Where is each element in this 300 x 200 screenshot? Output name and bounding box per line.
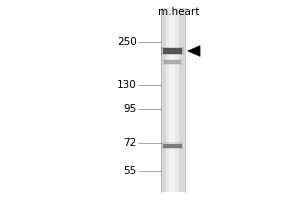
Text: 72: 72 <box>123 138 136 148</box>
Polygon shape <box>188 46 200 56</box>
Bar <box>162 142 183 149</box>
Bar <box>161 47 184 55</box>
Text: 95: 95 <box>123 104 136 114</box>
Bar <box>163 48 182 54</box>
Bar <box>169 8 175 192</box>
Bar <box>160 8 184 192</box>
Text: 130: 130 <box>117 80 136 90</box>
Text: m.heart: m.heart <box>158 7 199 17</box>
Bar <box>166 8 179 192</box>
Text: 55: 55 <box>123 166 136 176</box>
Bar <box>164 60 181 64</box>
Bar <box>164 144 181 148</box>
Bar <box>163 59 182 65</box>
Text: 250: 250 <box>117 37 136 47</box>
